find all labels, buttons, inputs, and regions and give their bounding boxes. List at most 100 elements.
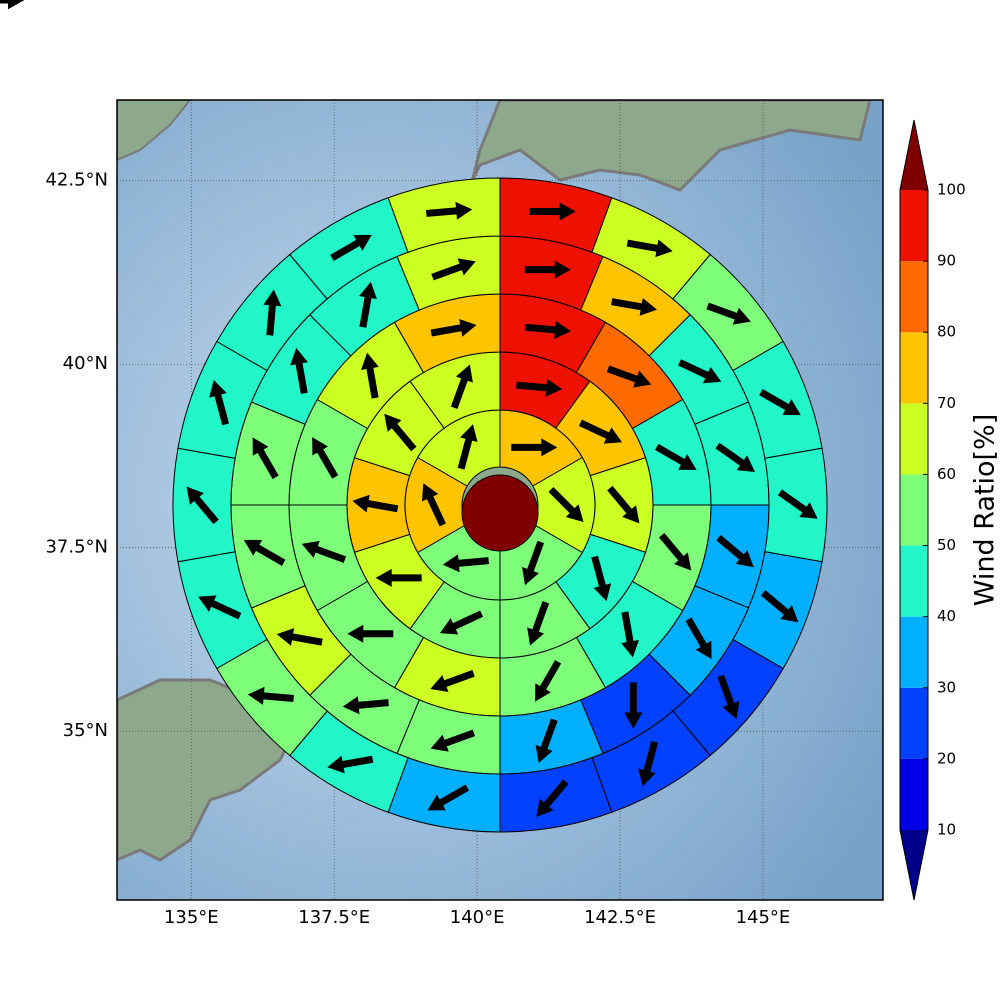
axes: 135°E 137.5°E 140°E 142.5°E 145°E 35°N 37.5°N 4… (45, 170, 790, 928)
wind-arrow (658, 533, 692, 571)
wind-arrow (342, 696, 389, 715)
wind-arrow (621, 611, 639, 658)
map-frame (116, 99, 884, 901)
y-tick-label: 40°N (63, 353, 108, 374)
wind-arrow (606, 365, 652, 388)
y-tick-label: 42.5°N (45, 170, 108, 191)
colorbar-tick-label: 30 (937, 678, 956, 696)
wind-arrow (330, 234, 372, 261)
wind-arrow (706, 302, 751, 325)
wind-arrow (276, 628, 323, 646)
wind-arrow (352, 494, 399, 513)
wind-arrow (186, 486, 219, 525)
wind-arrow (535, 659, 562, 702)
wind-arrow (431, 258, 476, 281)
wind-arrow (527, 601, 550, 646)
x-tick-label: 142.5°E (584, 907, 656, 928)
colorbar-bin (900, 474, 928, 546)
colorbar-tick-label: 10 (937, 821, 956, 839)
wind-arrow (685, 617, 712, 660)
colorbar-tick-label: 80 (937, 323, 956, 341)
wind-arrow (524, 320, 572, 339)
colorbar-tick-label: 100 (937, 181, 966, 199)
wind-arrow (548, 486, 584, 522)
wind-arrow (759, 389, 801, 416)
wind-arrow (624, 682, 643, 729)
center-marker (461, 474, 539, 552)
wind-arrow (209, 379, 230, 426)
wind-arrow (524, 260, 571, 279)
wind-arrow (198, 595, 242, 620)
wind-arrow (361, 352, 379, 399)
arrows (0, 0, 818, 817)
wind-arrow (430, 729, 476, 752)
colorbar-bin (900, 687, 928, 759)
colorbar-tick-label: 90 (937, 252, 956, 270)
colorbar-bin (900, 758, 928, 830)
wind-arrow (678, 359, 722, 384)
wind-arrow (430, 669, 475, 692)
wind-arrow (522, 540, 545, 586)
wind-arrow (439, 610, 484, 635)
x-tick-label: 145°E (736, 907, 791, 928)
wind-arrow (243, 539, 286, 566)
wind-arrow (591, 555, 612, 602)
wind-arrow (0, 0, 24, 9)
colorbar-bin (900, 403, 928, 475)
wind-arrow (375, 568, 422, 587)
wind-arrow (777, 489, 818, 519)
colorbar-tick-label: 40 (937, 607, 956, 625)
colorbar-label: Wind Ratio[%] (970, 414, 1000, 606)
wind-arrow (384, 413, 417, 452)
wind-arrow (359, 281, 377, 328)
colorbar-tick-label: 20 (937, 749, 956, 767)
wind-arrow (535, 718, 558, 763)
colorbar-bin (900, 190, 928, 262)
wind-arrow (327, 755, 374, 774)
y-tick-label: 35°N (63, 720, 108, 741)
y-tick-label: 37.5°N (45, 537, 108, 558)
wind-arrow (715, 442, 756, 472)
wind-arrow (529, 202, 576, 221)
colorbar-bin (900, 332, 928, 404)
wind-arrow (717, 674, 740, 720)
land (117, 678, 303, 862)
x-tick-label: 135°E (164, 907, 219, 928)
wind-arrow (626, 239, 673, 258)
land (117, 100, 192, 162)
wind-arrow (426, 201, 473, 220)
wind-arrow (430, 318, 477, 337)
wind-arrow (536, 779, 569, 817)
wind-arrow (578, 419, 623, 444)
wind-arrow (290, 348, 308, 394)
wind-arrow (301, 540, 347, 563)
colorbar-tick-label: 60 (937, 465, 956, 483)
colorbar-tick-label: 50 (937, 536, 956, 554)
colorbar-extend-over (900, 120, 928, 190)
wind-arrow (421, 483, 446, 527)
colorbar-bin (900, 616, 928, 688)
wind-arrow (450, 364, 473, 409)
wind-arrow (457, 424, 478, 470)
wind-arrow (427, 784, 470, 811)
wind-arrow (760, 590, 799, 623)
colorbar-bin (900, 545, 928, 617)
wind-arrow (511, 438, 558, 457)
colorbar-extend-under (900, 830, 928, 900)
wind-arrow (611, 297, 657, 316)
wind-arrow (654, 443, 697, 470)
wind-arrow (442, 554, 489, 573)
colorbar: 10 20 30 40 50 60 70 80 90 100 (899, 119, 966, 901)
wind-arrow (347, 624, 394, 643)
wind-arrow (716, 534, 754, 568)
wind-arrow (263, 289, 282, 336)
wind-arrow (516, 378, 563, 397)
colorbar-tick-label: 70 (937, 394, 956, 412)
wind-arrow (252, 437, 279, 479)
wind-arrow (638, 740, 659, 787)
wind-arrow (312, 437, 339, 479)
x-tick-label: 140°E (450, 907, 505, 928)
wind-arrow (247, 686, 294, 705)
wind-arrow (607, 485, 640, 524)
